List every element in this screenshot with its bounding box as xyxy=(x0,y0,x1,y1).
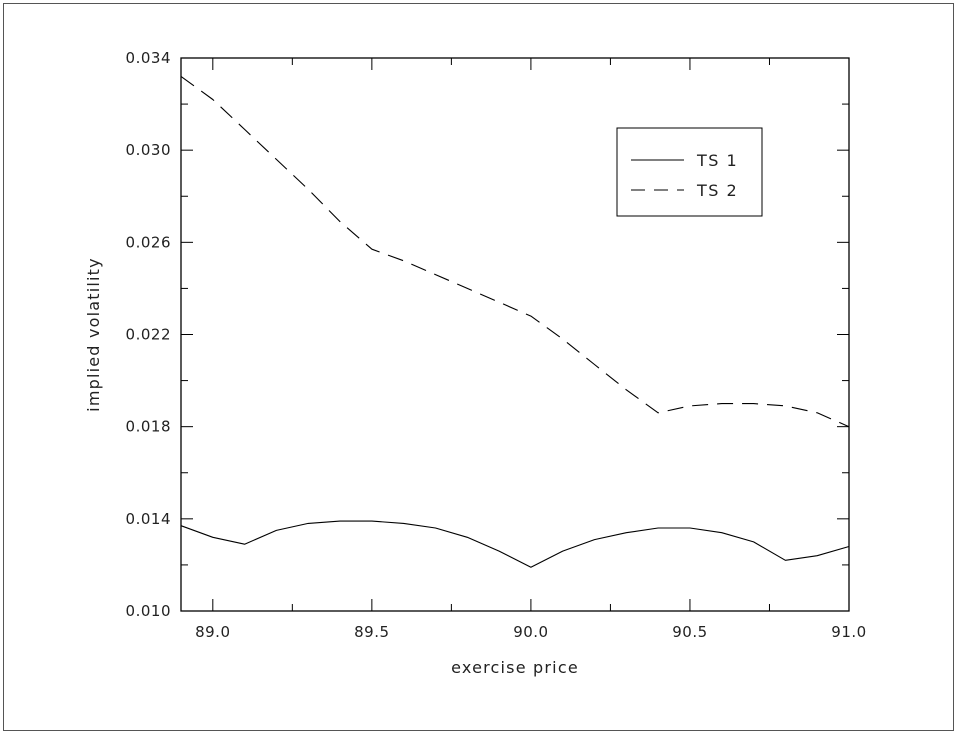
y-tick-label: 0.022 xyxy=(126,326,171,344)
y-tick-label: 0.034 xyxy=(126,49,171,67)
x-axis-tick-labels: 89.0 89.5 90.0 90.5 91.0 xyxy=(195,623,866,641)
y-axis-label: implied volatility xyxy=(84,257,103,412)
legend-label-ts-1: TS 1 xyxy=(696,151,738,170)
x-tick-label: 91.0 xyxy=(831,623,866,641)
y-tick-label: 0.018 xyxy=(126,418,171,436)
legend-box xyxy=(616,127,763,217)
y-axis-tick-labels: 0.010 0.014 0.018 0.022 0.026 0.030 0.034 xyxy=(126,49,171,620)
series-line-ts-1 xyxy=(180,520,850,568)
legend-label-ts-2: TS 2 xyxy=(696,181,738,200)
x-axis-label: exercise price xyxy=(451,658,579,677)
y-tick-label: 0.010 xyxy=(126,602,171,620)
x-tick-label: 90.5 xyxy=(672,623,707,641)
y-tick-label: 0.030 xyxy=(126,141,171,159)
y-tick-label: 0.014 xyxy=(126,510,171,528)
axis-ticks xyxy=(181,57,850,612)
series-lines xyxy=(180,75,850,568)
figure-frame xyxy=(3,3,954,731)
series-line-ts-2 xyxy=(180,75,850,428)
legend: TS 1 TS 2 xyxy=(616,127,763,217)
x-tick-label: 89.0 xyxy=(195,623,230,641)
x-tick-label: 89.5 xyxy=(354,623,389,641)
y-tick-label: 0.026 xyxy=(126,233,171,251)
x-tick-label: 90.0 xyxy=(513,623,548,641)
